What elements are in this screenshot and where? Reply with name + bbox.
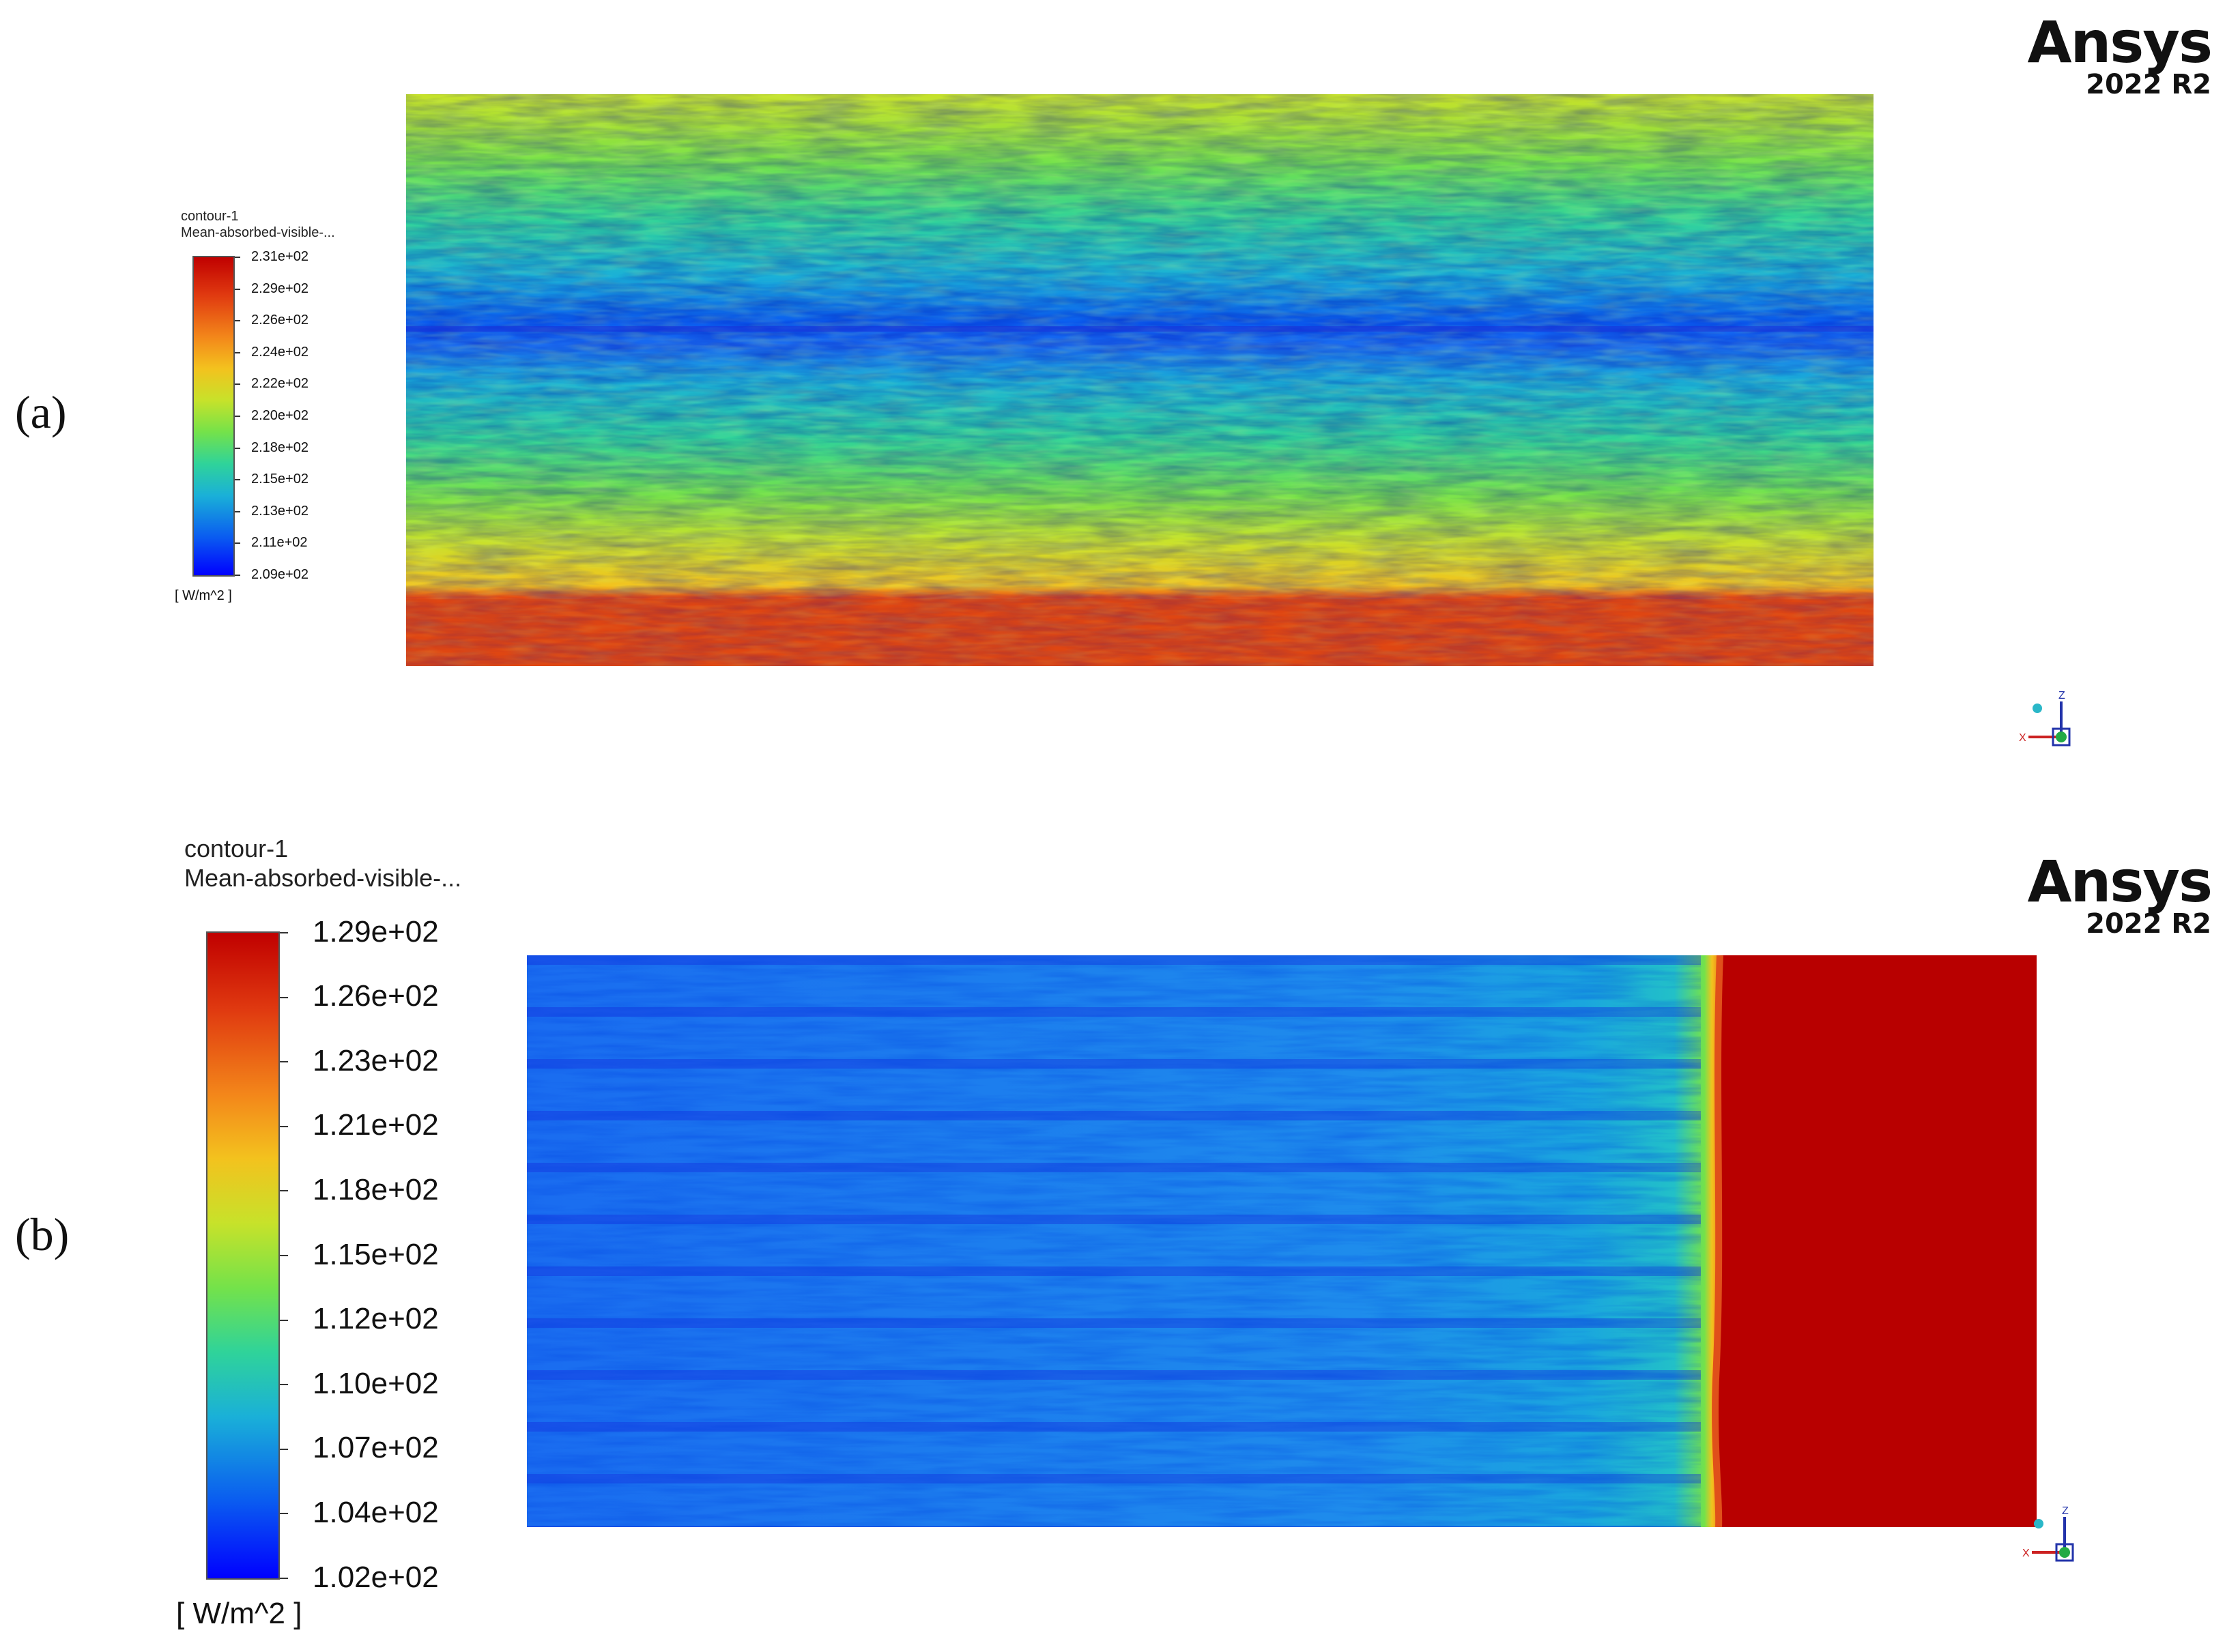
colorbar-tick-label: 2.31e+02 <box>251 249 308 264</box>
units-label-a: [ W/m^2 ] <box>175 588 232 603</box>
legend-variable-name: Mean-absorbed-visible-... <box>184 864 462 893</box>
colorbar-tick-mark <box>235 416 240 417</box>
colorbar-tick-mark <box>280 996 288 998</box>
axis-triad-icon: X Z <box>2013 689 2088 764</box>
colorbar-a <box>192 256 235 577</box>
colorbar-tick-mark <box>280 932 288 933</box>
colorbar-tick-mark <box>235 447 240 449</box>
axis-x-label: X <box>2019 732 2026 744</box>
colorbar-tick-mark <box>235 479 240 481</box>
brand-version: 2022 R2 <box>2086 908 2211 940</box>
legend-title-b: contour-1 Mean-absorbed-visible-... <box>184 834 461 893</box>
colorbar-tick-label: 2.11e+02 <box>251 535 308 551</box>
colorbar-tick-label: 2.13e+02 <box>251 503 308 519</box>
colorbar-tick-mark <box>280 1255 288 1256</box>
legend-title-a: contour-1 Mean-absorbed-visible-... <box>181 208 335 241</box>
colorbar-tick-label: 2.20e+02 <box>251 408 308 423</box>
brand-name: Ansys <box>2027 848 2213 915</box>
colorbar-tick-label: 1.26e+02 <box>313 979 439 1013</box>
units-label-b: [ W/m^2 ] <box>176 1597 302 1630</box>
contour-plot-a[interactable] <box>406 94 1874 666</box>
panel-label-b: (b) <box>15 1208 70 1260</box>
colorbar-tick-mark <box>235 257 240 258</box>
colorbar-tick-mark <box>280 1578 288 1579</box>
panel-label-a: (a) <box>15 386 67 438</box>
colorbar-tick-mark <box>235 542 240 545</box>
colorbar-tick-label: 2.22e+02 <box>251 376 308 392</box>
brand-version: 2022 R2 <box>2086 69 2211 100</box>
colorbar-tick-label: 2.26e+02 <box>251 313 308 328</box>
colorbar-tick-label: 1.18e+02 <box>313 1173 439 1206</box>
ansys-logo-b: Ansys 2022 R2 <box>1897 848 2213 940</box>
legend-variable-name: Mean-absorbed-visible-... <box>181 225 335 240</box>
colorbar-tick-label: 2.15e+02 <box>251 472 308 487</box>
axis-triad-icon: X Z <box>2017 1505 2092 1580</box>
colorbar-tick-label: 1.07e+02 <box>313 1431 439 1465</box>
legend-contour-name: contour-1 <box>184 835 289 863</box>
colorbar-tick-mark <box>280 1513 288 1515</box>
colorbar-tick-mark <box>235 575 240 576</box>
colorbar-tick-label: 1.04e+02 <box>313 1496 439 1529</box>
colorbar-tick-mark <box>235 320 240 322</box>
colorbar-tick-label: 2.09e+02 <box>251 567 308 582</box>
colorbar-tick-label: 1.15e+02 <box>313 1237 439 1271</box>
colorbar-tick-mark <box>235 383 240 386</box>
legend-contour-name: contour-1 <box>181 209 239 224</box>
brand-name: Ansys <box>2027 9 2213 76</box>
colorbar-tick-label: 2.24e+02 <box>251 344 308 360</box>
colorbar-b <box>206 931 280 1580</box>
colorbar-tick-label: 1.21e+02 <box>313 1108 439 1142</box>
colorbar-tick-label: 2.18e+02 <box>251 439 308 455</box>
colorbar-tick-mark <box>280 1319 288 1321</box>
colorbar-tick-label: 1.29e+02 <box>313 914 439 948</box>
colorbar-tick-mark <box>280 1061 288 1063</box>
colorbar-tick-label: 1.23e+02 <box>313 1043 439 1077</box>
colorbar-tick-mark <box>280 1448 288 1450</box>
colorbar-tick-mark <box>280 1190 288 1192</box>
colorbar-tick-mark <box>280 1125 288 1127</box>
colorbar-tick-label: 1.02e+02 <box>313 1560 439 1594</box>
colorbar-tick-mark <box>235 510 240 512</box>
axis-z-label: Z <box>2058 690 2065 701</box>
contour-plot-b[interactable] <box>527 955 2037 1527</box>
axis-z-label: Z <box>2062 1505 2069 1517</box>
colorbar-tick-label: 2.29e+02 <box>251 280 308 296</box>
colorbar-tick-mark <box>280 1384 288 1386</box>
ansys-logo-a: Ansys 2022 R2 <box>1897 9 2213 100</box>
colorbar-tick-label: 1.10e+02 <box>313 1366 439 1400</box>
colorbar-tick-mark <box>235 288 240 290</box>
colorbar-tick-label: 1.12e+02 <box>313 1302 439 1336</box>
colorbar-tick-mark <box>235 351 240 353</box>
axis-x-label: X <box>2022 1548 2030 1559</box>
